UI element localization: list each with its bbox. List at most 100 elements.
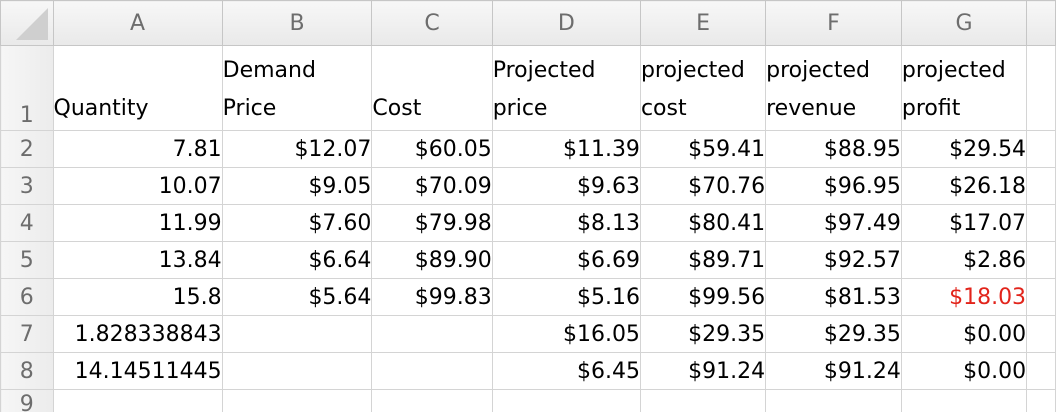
cell-b9[interactable] bbox=[221, 389, 373, 412]
cell-a2[interactable]: 7.81 bbox=[52, 130, 223, 168]
table-row: 7 1.828338843 $16.05 $29.35 $29.35 $0.00 bbox=[0, 315, 1056, 353]
cell-b2[interactable]: $12.07 bbox=[221, 130, 373, 168]
cell-d3[interactable]: $9.63 bbox=[491, 167, 641, 205]
cell-g3[interactable]: $26.18 bbox=[900, 167, 1028, 205]
table-row: 2 7.81 $12.07 $60.05 $11.39 $59.41 $88.95 $29.5… bbox=[0, 130, 1056, 168]
cell-e8[interactable]: $91.24 bbox=[639, 352, 767, 390]
cell-overflow-5[interactable] bbox=[1026, 241, 1056, 279]
cell-f7[interactable]: $29.35 bbox=[765, 315, 902, 353]
table-row: 5 13.84 $6.64 $89.90 $6.69 $89.71 $92.57 $2.86 bbox=[0, 241, 1056, 279]
cell-c2[interactable]: $60.05 bbox=[371, 130, 493, 168]
cell-a1[interactable]: Quantity bbox=[52, 45, 223, 131]
cell-c8[interactable] bbox=[371, 352, 493, 390]
column-header-e[interactable]: E bbox=[639, 0, 767, 46]
cell-g9[interactable] bbox=[900, 389, 1028, 412]
cell-f8[interactable]: $91.24 bbox=[765, 352, 902, 390]
cell-b7[interactable] bbox=[221, 315, 373, 353]
select-all-corner[interactable] bbox=[0, 0, 54, 46]
column-header-f[interactable]: F bbox=[765, 0, 902, 46]
column-header-d[interactable]: D bbox=[491, 0, 641, 46]
row-header-8[interactable]: 8 bbox=[0, 352, 54, 390]
cell-g2[interactable]: $29.54 bbox=[900, 130, 1028, 168]
cell-overflow-4[interactable] bbox=[1026, 204, 1056, 242]
cell-overflow-2[interactable] bbox=[1026, 130, 1056, 168]
cell-g1[interactable]: projected profit bbox=[900, 45, 1028, 131]
cell-b1[interactable]: Demand Price bbox=[221, 45, 373, 131]
cell-c6[interactable]: $99.83 bbox=[371, 278, 493, 316]
cell-c1[interactable]: Cost bbox=[371, 45, 493, 131]
row-header-6[interactable]: 6 bbox=[0, 278, 54, 316]
cell-c3[interactable]: $70.09 bbox=[371, 167, 493, 205]
column-header-b[interactable]: B bbox=[221, 0, 373, 46]
cell-d6[interactable]: $5.16 bbox=[491, 278, 641, 316]
cell-b3[interactable]: $9.05 bbox=[221, 167, 373, 205]
cell-overflow-6[interactable] bbox=[1026, 278, 1056, 316]
column-header-g[interactable]: G bbox=[900, 0, 1028, 46]
cell-e9[interactable] bbox=[639, 389, 767, 412]
cell-overflow-3[interactable] bbox=[1026, 167, 1056, 205]
cell-e5[interactable]: $89.71 bbox=[639, 241, 767, 279]
cell-e3[interactable]: $70.76 bbox=[639, 167, 767, 205]
column-header-a[interactable]: A bbox=[52, 0, 223, 46]
cell-a8[interactable]: 14.14511445 bbox=[52, 352, 223, 390]
cell-overflow-8[interactable] bbox=[1026, 352, 1056, 390]
cell-b8[interactable] bbox=[221, 352, 373, 390]
cell-f4[interactable]: $97.49 bbox=[765, 204, 902, 242]
cell-f3[interactable]: $96.95 bbox=[765, 167, 902, 205]
row-header-7[interactable]: 7 bbox=[0, 315, 54, 353]
cell-e6[interactable]: $99.56 bbox=[639, 278, 767, 316]
cell-a3[interactable]: 10.07 bbox=[52, 167, 223, 205]
cell-a6[interactable]: 15.8 bbox=[52, 278, 223, 316]
row-header-2[interactable]: 2 bbox=[0, 130, 54, 168]
row-header-5[interactable]: 5 bbox=[0, 241, 54, 279]
table-row: 1 Quantity Demand Price Cost Projected price… bbox=[0, 45, 1056, 131]
cell-c5[interactable]: $89.90 bbox=[371, 241, 493, 279]
cell-d2[interactable]: $11.39 bbox=[491, 130, 641, 168]
cell-a9[interactable] bbox=[52, 389, 223, 412]
table-row: 9 bbox=[0, 389, 1056, 412]
cell-a5[interactable]: 13.84 bbox=[52, 241, 223, 279]
cell-g5[interactable]: $2.86 bbox=[900, 241, 1028, 279]
cell-d8[interactable]: $6.45 bbox=[491, 352, 641, 390]
cell-b5[interactable]: $6.64 bbox=[221, 241, 373, 279]
row-header-9[interactable]: 9 bbox=[0, 389, 54, 412]
cell-c9[interactable] bbox=[371, 389, 493, 412]
cell-overflow-9[interactable] bbox=[1026, 389, 1056, 412]
column-header-overflow[interactable] bbox=[1026, 0, 1056, 46]
cell-e1[interactable]: projected cost bbox=[639, 45, 767, 131]
cell-e4[interactable]: $80.41 bbox=[639, 204, 767, 242]
cell-f6[interactable]: $81.53 bbox=[765, 278, 902, 316]
cell-e2[interactable]: $59.41 bbox=[639, 130, 767, 168]
cell-overflow-7[interactable] bbox=[1026, 315, 1056, 353]
cell-g4[interactable]: $17.07 bbox=[900, 204, 1028, 242]
cell-d9[interactable] bbox=[491, 389, 641, 412]
column-header-c[interactable]: C bbox=[371, 0, 493, 46]
cell-b6[interactable]: $5.64 bbox=[221, 278, 373, 316]
table-row: 4 11.99 $7.60 $79.98 $8.13 $80.41 $97.49 $17.07 bbox=[0, 204, 1056, 242]
cell-g6[interactable]: $18.03 bbox=[900, 278, 1028, 316]
cell-d5[interactable]: $6.69 bbox=[491, 241, 641, 279]
cell-c7[interactable] bbox=[371, 315, 493, 353]
select-all-triangle-icon bbox=[15, 8, 48, 40]
cell-c4[interactable]: $79.98 bbox=[371, 204, 493, 242]
cell-f2[interactable]: $88.95 bbox=[765, 130, 902, 168]
row-header-4[interactable]: 4 bbox=[0, 204, 54, 242]
cell-overflow-1[interactable] bbox=[1026, 45, 1056, 131]
cell-a4[interactable]: 11.99 bbox=[52, 204, 223, 242]
cell-a7[interactable]: 1.828338843 bbox=[52, 315, 223, 353]
row-header-1[interactable]: 1 bbox=[0, 45, 54, 131]
cell-e7[interactable]: $29.35 bbox=[639, 315, 767, 353]
cell-f9[interactable] bbox=[765, 389, 902, 412]
cell-d4[interactable]: $8.13 bbox=[491, 204, 641, 242]
cell-b4[interactable]: $7.60 bbox=[221, 204, 373, 242]
cell-f1[interactable]: projected revenue bbox=[765, 45, 902, 131]
cell-d7[interactable]: $16.05 bbox=[491, 315, 641, 353]
cell-f5[interactable]: $92.57 bbox=[765, 241, 902, 279]
cell-d1[interactable]: Projected price bbox=[491, 45, 641, 131]
cell-g8[interactable]: $0.00 bbox=[900, 352, 1028, 390]
row-header-3[interactable]: 3 bbox=[0, 167, 54, 205]
cell-g7[interactable]: $0.00 bbox=[900, 315, 1028, 353]
